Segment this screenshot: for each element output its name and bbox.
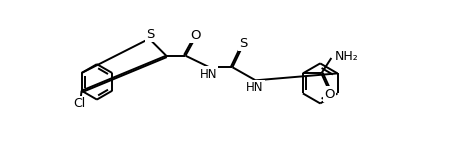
Text: Cl: Cl bbox=[73, 97, 85, 110]
Text: S: S bbox=[239, 37, 247, 50]
Text: HN: HN bbox=[200, 68, 217, 81]
Text: HN: HN bbox=[246, 81, 263, 94]
Text: O: O bbox=[190, 29, 201, 42]
Text: NH₂: NH₂ bbox=[335, 50, 359, 63]
Text: O: O bbox=[325, 88, 335, 101]
Text: S: S bbox=[146, 28, 154, 41]
